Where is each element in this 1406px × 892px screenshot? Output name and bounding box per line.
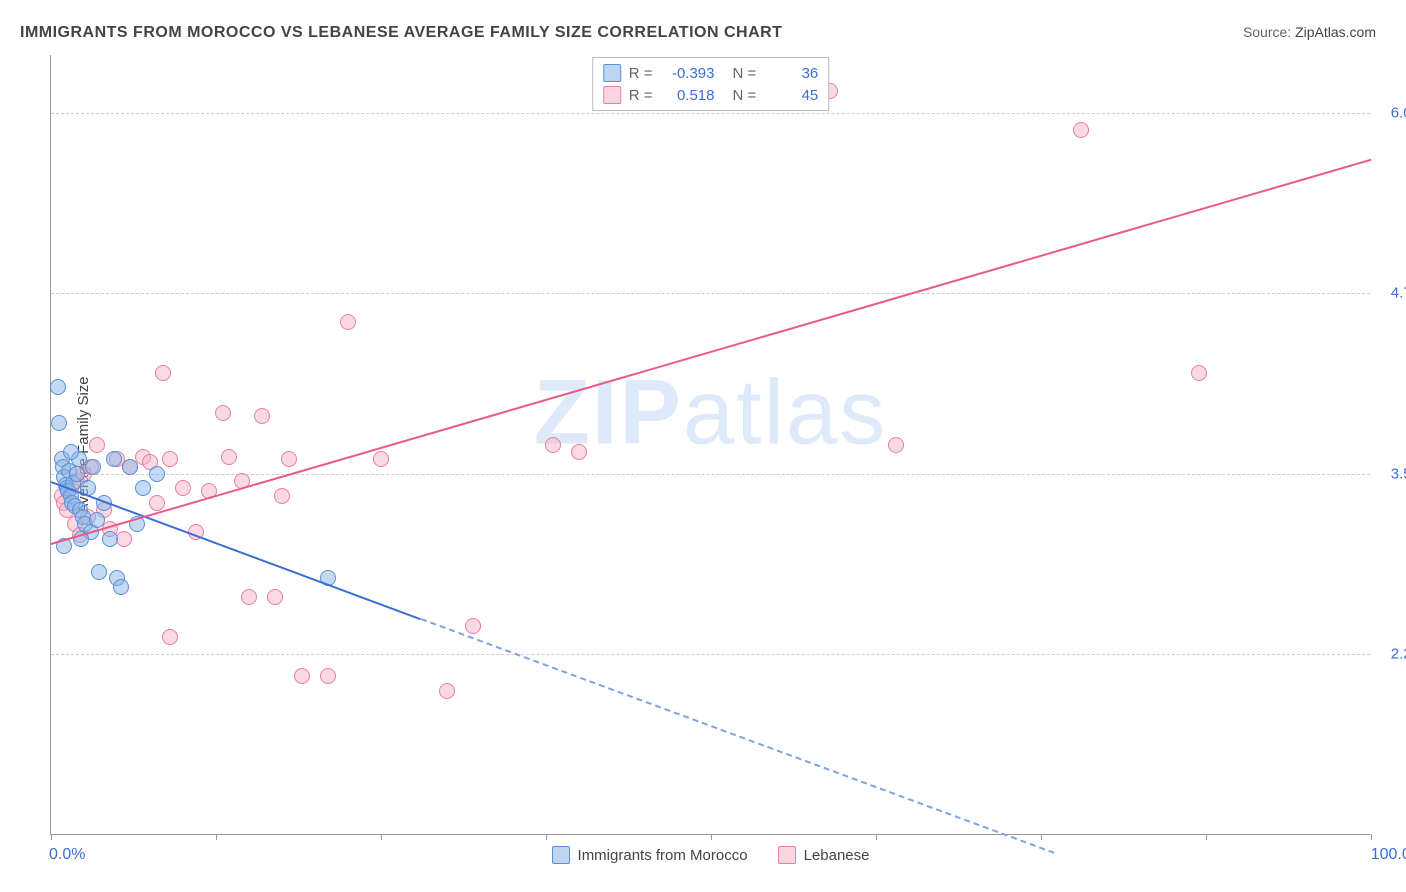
- source-label: Source:: [1243, 24, 1295, 40]
- legend-swatch-pink: [778, 846, 796, 864]
- legend-r-pink: 0.518: [661, 87, 715, 104]
- x-tick: [381, 834, 382, 840]
- y-tick-label: 3.50: [1375, 465, 1406, 482]
- legend-swatch-blue: [603, 64, 621, 82]
- y-tick-label: 6.00: [1375, 104, 1406, 121]
- scatter-point-blue: [89, 512, 105, 528]
- scatter-point-pink: [1191, 365, 1207, 381]
- x-tick: [216, 834, 217, 840]
- y-tick-label: 2.25: [1375, 646, 1406, 663]
- x-tick: [876, 834, 877, 840]
- scatter-point-pink: [274, 488, 290, 504]
- scatter-point-pink: [162, 451, 178, 467]
- legend-r-label: R =: [629, 65, 653, 82]
- x-axis-max-label: 100.0%: [1371, 846, 1406, 864]
- scatter-point-pink: [373, 451, 389, 467]
- scatter-point-pink: [294, 668, 310, 684]
- series-legend: Immigrants from Morocco Lebanese: [552, 846, 870, 864]
- x-tick: [1206, 834, 1207, 840]
- scatter-point-pink: [1073, 122, 1089, 138]
- scatter-point-pink: [215, 405, 231, 421]
- legend-row-blue: R = -0.393 N = 36: [603, 62, 819, 84]
- scatter-point-pink: [162, 629, 178, 645]
- scatter-point-pink: [888, 437, 904, 453]
- source-value: ZipAtlas.com: [1295, 24, 1376, 40]
- legend-row-pink: R = 0.518 N = 45: [603, 84, 819, 106]
- scatter-point-blue: [106, 451, 122, 467]
- gridline: [51, 293, 1370, 294]
- scatter-point-blue: [63, 444, 79, 460]
- x-tick: [711, 834, 712, 840]
- scatter-point-blue: [91, 564, 107, 580]
- scatter-point-blue: [50, 379, 66, 395]
- legend-swatch-pink: [603, 86, 621, 104]
- series-label-blue: Immigrants from Morocco: [578, 847, 748, 864]
- scatter-point-pink: [267, 589, 283, 605]
- legend-n-label: N =: [733, 65, 757, 82]
- scatter-point-pink: [281, 451, 297, 467]
- x-tick: [546, 834, 547, 840]
- correlation-legend: R = -0.393 N = 36 R = 0.518 N = 45: [592, 57, 830, 111]
- scatter-point-pink: [439, 683, 455, 699]
- legend-n-pink: 45: [764, 87, 818, 104]
- scatter-point-pink: [175, 480, 191, 496]
- scatter-point-pink: [254, 408, 270, 424]
- x-tick: [1041, 834, 1042, 840]
- scatter-point-blue: [85, 459, 101, 475]
- scatter-point-pink: [149, 495, 165, 511]
- scatter-point-pink: [465, 618, 481, 634]
- legend-n-label: N =: [733, 87, 757, 104]
- series-label-pink: Lebanese: [804, 847, 870, 864]
- gridline: [51, 113, 1370, 114]
- scatter-point-pink: [89, 437, 105, 453]
- gridline: [51, 654, 1370, 655]
- x-tick: [51, 834, 52, 840]
- scatter-point-pink: [221, 449, 237, 465]
- gridline: [51, 474, 1370, 475]
- scatter-point-pink: [545, 437, 561, 453]
- scatter-point-pink: [320, 668, 336, 684]
- legend-n-blue: 36: [764, 65, 818, 82]
- watermark-light: atlas: [683, 362, 887, 464]
- x-axis-min-label: 0.0%: [49, 846, 85, 864]
- y-tick-label: 4.75: [1375, 285, 1406, 302]
- scatter-point-pink: [241, 589, 257, 605]
- chart-plot-area: ZIPatlas Average Family Size 2.253.504.7…: [50, 55, 1370, 835]
- trend-line-pink: [51, 159, 1372, 545]
- scatter-point-pink: [571, 444, 587, 460]
- scatter-point-pink: [340, 314, 356, 330]
- scatter-point-blue: [113, 579, 129, 595]
- scatter-point-blue: [149, 466, 165, 482]
- legend-r-blue: -0.393: [661, 65, 715, 82]
- scatter-point-blue: [51, 415, 67, 431]
- scatter-point-blue: [102, 531, 118, 547]
- x-tick: [1371, 834, 1372, 840]
- scatter-point-pink: [155, 365, 171, 381]
- legend-r-label: R =: [629, 87, 653, 104]
- scatter-point-blue: [69, 466, 85, 482]
- scatter-point-blue: [135, 480, 151, 496]
- series-legend-blue: Immigrants from Morocco: [552, 846, 748, 864]
- trend-line-blue: [51, 481, 421, 620]
- scatter-point-blue: [122, 459, 138, 475]
- source-attribution: Source: ZipAtlas.com: [1243, 24, 1376, 40]
- chart-title: IMMIGRANTS FROM MOROCCO VS LEBANESE AVER…: [20, 24, 782, 42]
- series-legend-pink: Lebanese: [778, 846, 870, 864]
- legend-swatch-blue: [552, 846, 570, 864]
